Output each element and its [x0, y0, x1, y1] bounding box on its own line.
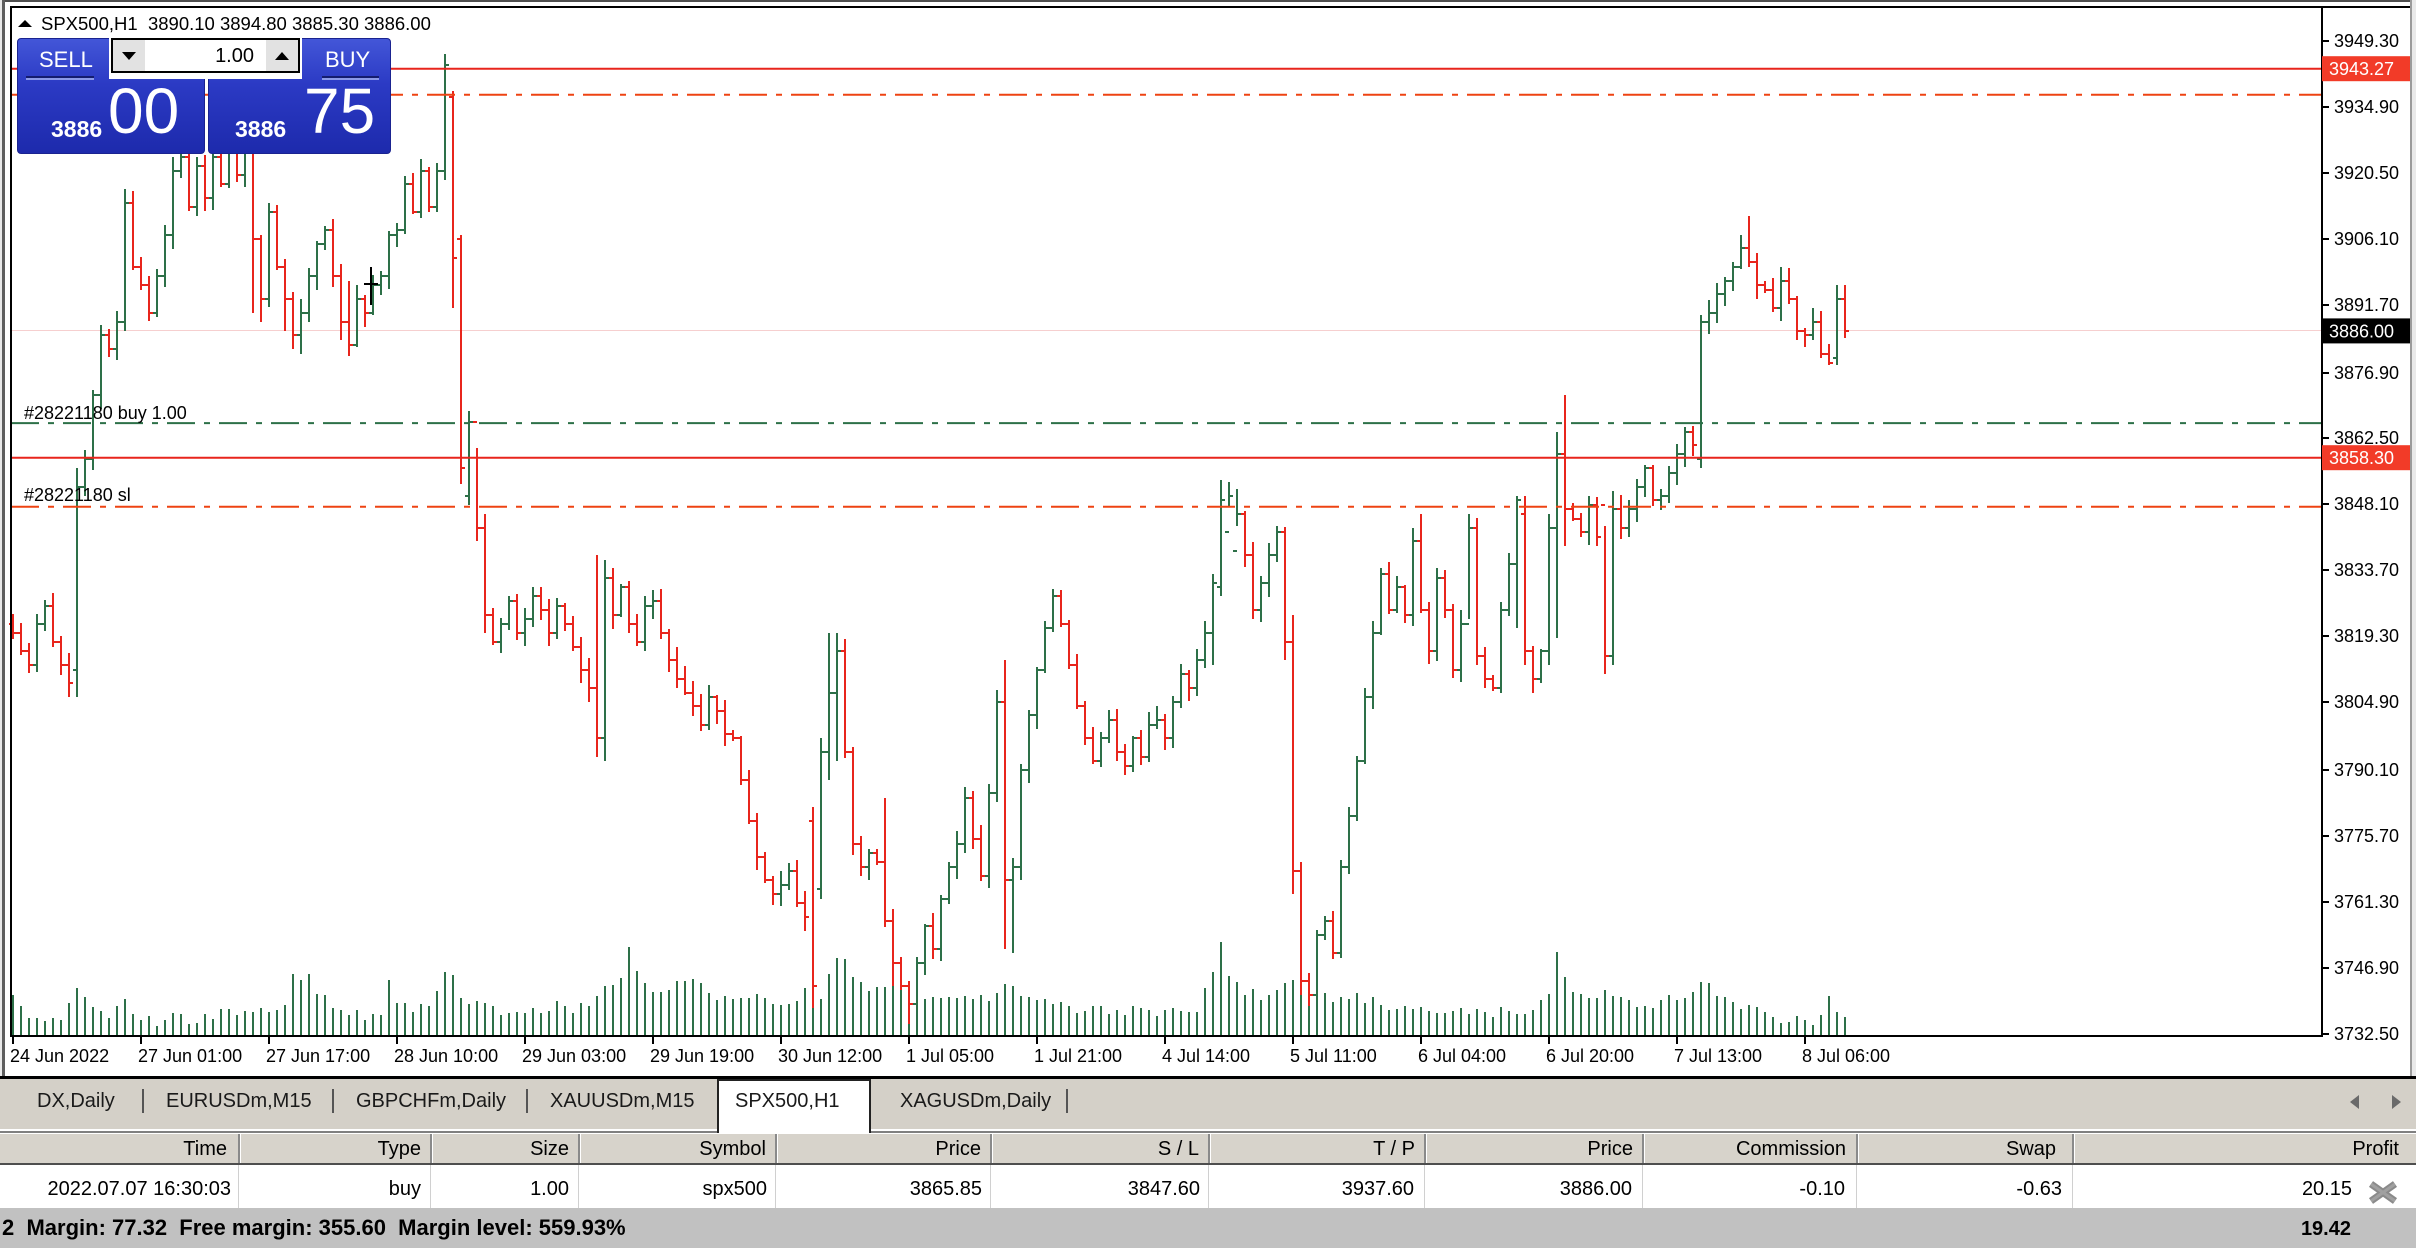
svg-text:7 Jul 13:00: 7 Jul 13:00	[1674, 1046, 1762, 1066]
svg-text:29 Jun 19:00: 29 Jun 19:00	[650, 1046, 754, 1066]
svg-text:3732.50: 3732.50	[2334, 1024, 2399, 1044]
svg-text:1 Jul 05:00: 1 Jul 05:00	[906, 1046, 994, 1066]
svg-text:6 Jul 04:00: 6 Jul 04:00	[1418, 1046, 1506, 1066]
svg-text:29 Jun 03:00: 29 Jun 03:00	[522, 1046, 626, 1066]
svg-text:3862.50: 3862.50	[2334, 428, 2399, 448]
svg-text:#28221180 sl: #28221180 sl	[24, 485, 131, 505]
svg-text:4 Jul 14:00: 4 Jul 14:00	[1162, 1046, 1250, 1066]
svg-text:27 Jun 17:00: 27 Jun 17:00	[266, 1046, 370, 1066]
svg-text:30 Jun 12:00: 30 Jun 12:00	[778, 1046, 882, 1066]
svg-text:27 Jun 01:00: 27 Jun 01:00	[138, 1046, 242, 1066]
svg-text:3833.70: 3833.70	[2334, 560, 2399, 580]
svg-text:3906.10: 3906.10	[2334, 229, 2399, 249]
svg-text:3761.30: 3761.30	[2334, 892, 2399, 912]
svg-text:3804.90: 3804.90	[2334, 692, 2399, 712]
svg-text:3943.27: 3943.27	[2329, 59, 2394, 79]
svg-text:3790.10: 3790.10	[2334, 760, 2399, 780]
svg-text:3886.00: 3886.00	[2329, 321, 2394, 341]
svg-text:3934.90: 3934.90	[2334, 97, 2399, 117]
svg-text:3775.70: 3775.70	[2334, 826, 2399, 846]
svg-text:3920.50: 3920.50	[2334, 163, 2399, 183]
svg-text:3891.70: 3891.70	[2334, 295, 2399, 315]
svg-text:28 Jun 10:00: 28 Jun 10:00	[394, 1046, 498, 1066]
svg-text:3746.90: 3746.90	[2334, 958, 2399, 978]
svg-text:5 Jul 11:00: 5 Jul 11:00	[1290, 1046, 1377, 1066]
svg-text:24 Jun 2022: 24 Jun 2022	[10, 1046, 109, 1066]
svg-text:3949.30: 3949.30	[2334, 31, 2399, 51]
svg-text:SPX500,H1 3890.10 3894.80 388: SPX500,H1 3890.10 3894.80 3885.30 3886.0…	[41, 13, 431, 34]
svg-text:3858.30: 3858.30	[2329, 448, 2394, 468]
svg-text:3876.90: 3876.90	[2334, 363, 2399, 383]
svg-text:8 Jul 06:00: 8 Jul 06:00	[1802, 1046, 1890, 1066]
svg-text:3819.30: 3819.30	[2334, 626, 2399, 646]
svg-text:3848.10: 3848.10	[2334, 494, 2399, 514]
svg-text:6 Jul 20:00: 6 Jul 20:00	[1546, 1046, 1634, 1066]
svg-text:#28221180 buy 1.00: #28221180 buy 1.00	[24, 403, 187, 423]
svg-text:1 Jul 21:00: 1 Jul 21:00	[1034, 1046, 1122, 1066]
